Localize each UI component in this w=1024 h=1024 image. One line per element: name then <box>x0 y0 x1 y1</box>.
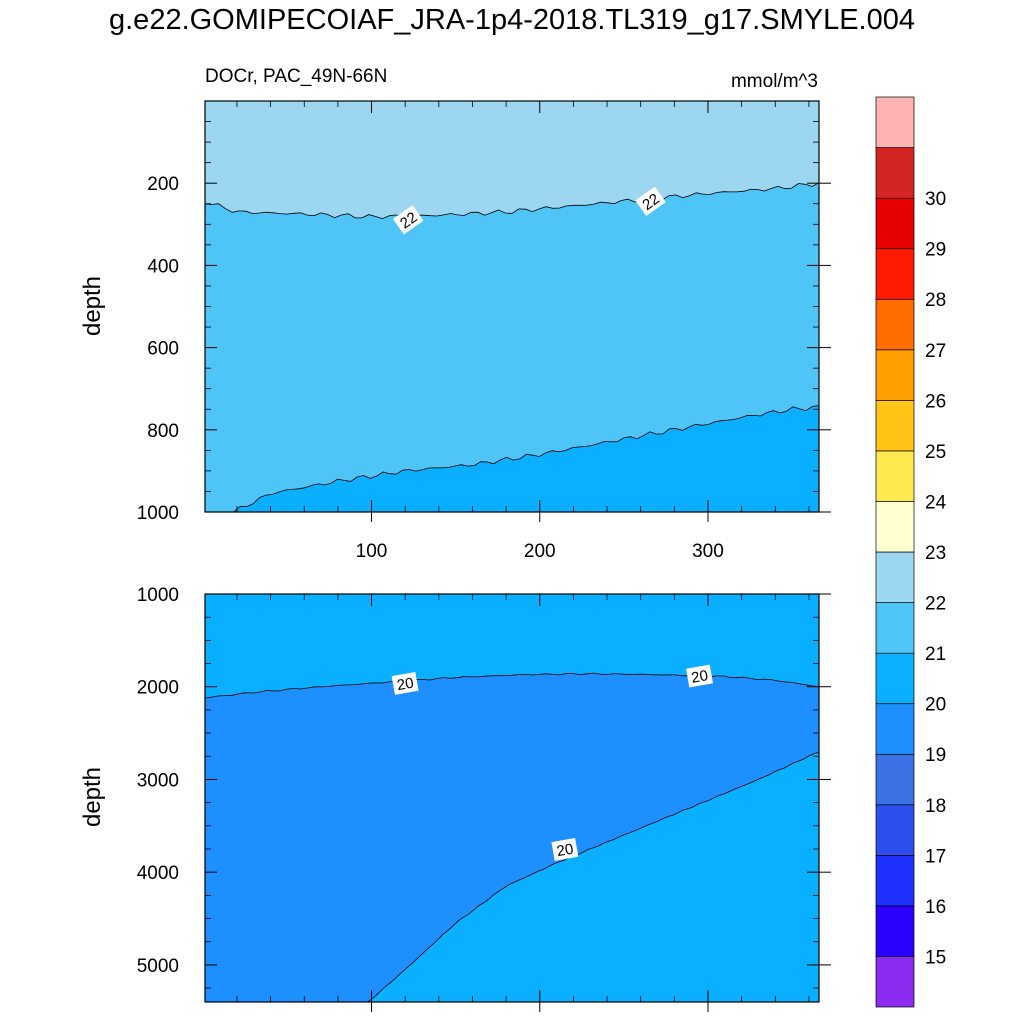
lower-region-20-21-bottom <box>368 752 819 1002</box>
units-label: mmol/m^3 <box>731 71 818 92</box>
x-tick-label: 200 <box>524 541 556 562</box>
colorbar-swatch <box>875 248 915 300</box>
x-tick-label: 300 <box>692 541 724 562</box>
colorbar-label: 18 <box>925 796 946 817</box>
lower-panel: 20 20 20 1000 2000 3000 4000 5000 depth <box>79 585 831 1012</box>
colorbar-label: 16 <box>925 897 946 918</box>
y-tick-label: 5000 <box>137 956 179 977</box>
colorbar-swatch <box>875 501 915 553</box>
colorbar-swatch <box>875 147 915 199</box>
contour-label-text: 20 <box>555 841 574 861</box>
lower-contour-20-lower <box>367 751 820 1002</box>
contour-label-bg <box>551 837 579 861</box>
upper-contour-21 <box>233 405 820 513</box>
colorbar-label: 25 <box>925 442 946 463</box>
colorbar-swatch <box>875 703 915 755</box>
y-tick-label: 400 <box>147 256 179 277</box>
y-tick-label: 600 <box>147 339 179 360</box>
colorbar-label: 27 <box>925 341 946 362</box>
lower-contour-20-upper <box>204 672 820 699</box>
y-tick-label: 3000 <box>137 770 179 791</box>
upper-panel: 22 22 100 200 300 200 400 600 800 1000 DOCr, PAC… <box>79 66 831 562</box>
contour-label: 22 <box>392 205 424 235</box>
colorbar-label: 19 <box>925 745 946 766</box>
contour-label: 20 <box>391 671 419 695</box>
upper-contour-22 <box>204 182 820 220</box>
contour-label-text: 22 <box>639 190 662 213</box>
colorbar-label: 28 <box>925 290 946 311</box>
colorbar-swatch <box>875 298 915 351</box>
colorbar-label: 24 <box>925 492 947 513</box>
lower-contour-labels: 20 20 20 <box>391 664 713 861</box>
contour-label-bg <box>392 205 424 235</box>
lower-ticks: 1000 2000 3000 4000 5000 <box>137 585 831 1012</box>
colorbar-swatch <box>875 905 915 957</box>
y-tick-label: 200 <box>147 174 179 195</box>
contour-label: 20 <box>686 664 713 688</box>
colorbar-label: 23 <box>925 543 946 564</box>
contour-label-text: 20 <box>690 667 709 687</box>
lower-region-19-20 <box>205 673 819 1002</box>
upper-y-axis-label: depth <box>79 276 106 336</box>
upper-region-20-21 <box>233 405 820 512</box>
contour-label: 22 <box>635 186 666 216</box>
contour-label-bg <box>635 186 666 216</box>
colorbar-swatch <box>875 854 915 907</box>
colorbar-swatch <box>875 956 915 1008</box>
x-tick-label: 100 <box>356 541 388 562</box>
colorbar-label: 29 <box>925 240 946 261</box>
contour-label-text: 20 <box>396 675 415 695</box>
y-tick-label: 800 <box>147 421 179 442</box>
colorbar-label: 20 <box>925 695 946 716</box>
colorbar-swatch <box>875 602 915 654</box>
colorbar-label: 26 <box>925 391 946 412</box>
upper-contour-labels: 22 22 <box>392 186 666 235</box>
contour-label: 20 <box>551 837 579 861</box>
colorbar: 15 16 17 18 19 20 21 22 23 24 25 26 27 28 29 30 <box>875 96 947 1008</box>
colorbar-swatch <box>875 399 915 452</box>
colorbar-swatch <box>875 197 915 250</box>
colorbar-label: 22 <box>925 594 946 615</box>
colorbar-swatch <box>875 652 915 705</box>
colorbar-label: 17 <box>925 846 946 867</box>
contour-label-bg <box>686 664 713 688</box>
lower-plot-frame <box>204 593 820 1003</box>
colorbar-swatch <box>875 450 915 502</box>
colorbar-swatch <box>875 96 915 148</box>
colorbar-swatch <box>875 551 915 603</box>
lower-y-axis-label: depth <box>79 767 106 827</box>
y-tick-label: 4000 <box>137 863 179 884</box>
colorbar-swatch <box>875 349 915 401</box>
upper-region-22-23 <box>205 101 819 219</box>
colorbar-swatch <box>875 804 915 856</box>
figure-title: g.e22.GOMIPECOIAF_JRA-1p4-2018.TL319_g17… <box>109 4 915 36</box>
contour-label-text: 22 <box>397 209 420 232</box>
colorbar-swatch <box>875 753 915 806</box>
variable-label: DOCr, PAC_49N-66N <box>205 66 387 87</box>
contour-label-bg <box>391 671 419 695</box>
colorbar-label: 21 <box>925 644 946 665</box>
y-tick-label: 1000 <box>137 503 179 524</box>
colorbar-label: 30 <box>925 189 946 210</box>
y-tick-label: 1000 <box>137 585 179 606</box>
colorbar-label: 15 <box>925 947 946 968</box>
y-tick-label: 2000 <box>137 678 179 699</box>
upper-ticks: 100 200 300 200 400 600 800 1000 <box>137 101 831 562</box>
